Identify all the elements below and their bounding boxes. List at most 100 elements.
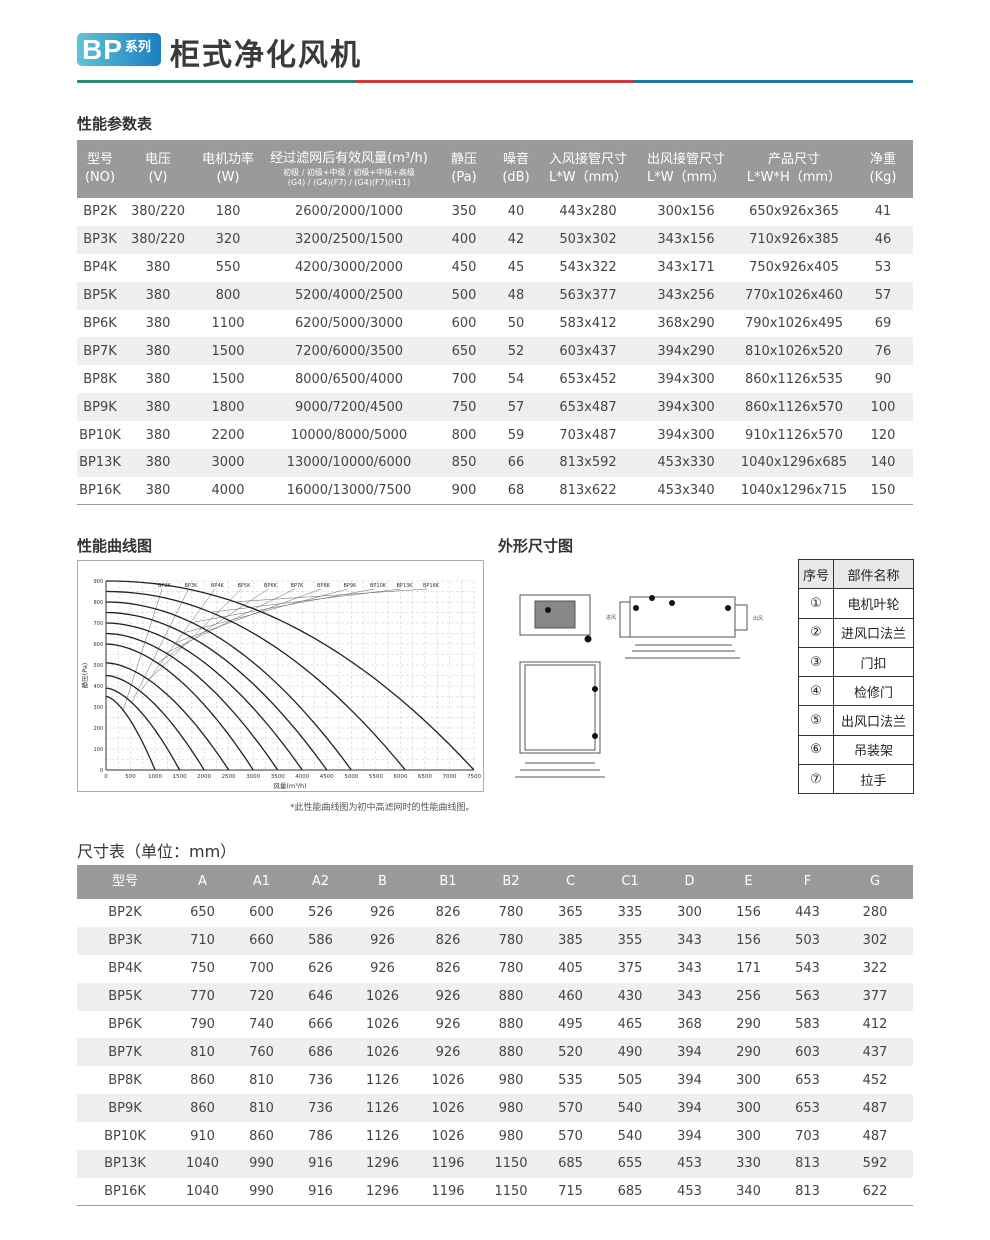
table-cell: 42 bbox=[493, 225, 539, 254]
table-cell: 653 bbox=[778, 1094, 837, 1123]
x-tick-label: 0 bbox=[104, 774, 108, 780]
table-cell: 322 bbox=[862, 961, 888, 977]
size-header: D bbox=[660, 865, 719, 899]
table-cell: 437 bbox=[837, 1038, 913, 1067]
table-cell: 540 bbox=[600, 1094, 660, 1123]
table-cell: 6200/5000/3000 bbox=[294, 316, 403, 331]
parts-row: ④ 检修门 bbox=[798, 676, 914, 707]
parts-header: 部件名称 bbox=[833, 558, 914, 590]
table-cell: 76 bbox=[853, 337, 913, 366]
table-cell: 926 bbox=[415, 982, 481, 1011]
table-cell: 1500 bbox=[211, 371, 245, 387]
table-cell: 980 bbox=[498, 1072, 524, 1088]
header-line: 初级 / 初级+中级 / 初级+中级+高级 bbox=[283, 168, 415, 177]
table-cell: 910x1126x570 bbox=[744, 427, 844, 443]
table-row: BP5K 380 800 5200/4000/2500 500 48 563x377 343x… bbox=[77, 281, 913, 310]
x-tick-label: 6500 bbox=[418, 774, 432, 780]
table-cell: BP7K bbox=[77, 1038, 173, 1067]
table-row: BP2K 650 600 526 926 826 780 365 335 300 156 443 280 bbox=[77, 899, 913, 927]
x-tick-label: 7500 bbox=[467, 774, 481, 780]
header-line: 型号 bbox=[86, 152, 113, 167]
inlet-label: 进风 bbox=[606, 614, 616, 621]
table-cell: BP6K bbox=[83, 316, 117, 331]
header-line: (NO) bbox=[84, 170, 116, 185]
table-cell: 750 bbox=[435, 393, 493, 422]
header-line: (W) bbox=[216, 170, 240, 185]
table-cell: BP9K bbox=[77, 393, 123, 422]
parts-cell: 电机叶轮 bbox=[833, 588, 914, 619]
table-cell: 655 bbox=[600, 1150, 660, 1178]
perf-header: 入风接管尺寸 L*W（mm） bbox=[539, 140, 637, 198]
table-cell: 770x1026x460 bbox=[735, 281, 853, 310]
table-cell: 156 bbox=[736, 905, 761, 921]
table-cell: 41 bbox=[874, 204, 892, 220]
table-cell: 53 bbox=[874, 260, 892, 276]
table-cell: BP3K bbox=[77, 926, 173, 955]
size-table-title: 尺寸表（单位：mm） bbox=[77, 842, 237, 861]
table-cell: 490 bbox=[600, 1038, 660, 1067]
parts-table: 序号 部件名称 ① 电机叶轮 ② 进风口法兰 ③ 门扣 ④ 检修门 ⑤ 出风口法兰 ⑥ 吊装架 ⑦ 拉手 bbox=[798, 558, 914, 795]
table-cell: 860x1126x570 bbox=[735, 393, 853, 422]
parts-cell: ① bbox=[798, 588, 834, 619]
table-cell: 54 bbox=[507, 371, 525, 387]
size-header: B2 bbox=[481, 865, 541, 899]
table-cell: 926 bbox=[435, 1017, 461, 1032]
table-cell: 487 bbox=[862, 1128, 888, 1144]
curve-label-leader bbox=[191, 588, 375, 623]
table-cell: 926 bbox=[370, 961, 395, 977]
table-cell: 1150 bbox=[481, 1150, 541, 1178]
table-cell: 526 bbox=[308, 905, 333, 921]
table-cell: 380 bbox=[123, 337, 193, 366]
table-cell: 535 bbox=[558, 1072, 583, 1088]
x-tick-label: 2000 bbox=[197, 774, 211, 780]
table-row: BP3K 710 660 586 926 826 780 385 355 343 156 503 302 bbox=[77, 926, 913, 955]
table-cell: 330 bbox=[719, 1150, 778, 1178]
table-row: BP4K 380 550 4200/3000/2000 450 45 543x322 343x… bbox=[77, 254, 913, 282]
parts-cell: ④ bbox=[798, 676, 834, 707]
table-cell: 350 bbox=[451, 204, 477, 220]
table-cell: 810x1026x520 bbox=[735, 337, 853, 366]
table-cell: 100 bbox=[853, 393, 913, 422]
table-cell: 3000 bbox=[193, 449, 263, 477]
table-cell: BP7K bbox=[77, 337, 123, 366]
table-cell: 653x487 bbox=[539, 393, 637, 422]
perf-header: 出风接管尺寸 L*W（mm） bbox=[637, 140, 735, 198]
curve-label: BP2K bbox=[158, 583, 172, 589]
curve-label-leader bbox=[157, 588, 269, 664]
table-cell: 453x330 bbox=[637, 449, 735, 477]
perf-header: 产品尺寸 L*W*H（mm） bbox=[735, 140, 853, 198]
table-cell: 171 bbox=[736, 961, 761, 977]
table-cell: 40 bbox=[507, 204, 525, 220]
header-line: (Pa) bbox=[451, 170, 477, 185]
table-cell: 810 bbox=[232, 1094, 291, 1123]
table-cell: 900 bbox=[435, 476, 493, 506]
perf-header: 净重 (Kg) bbox=[853, 140, 913, 198]
table-cell: 453 bbox=[660, 1150, 719, 1178]
perf-header: 型号 (NO) bbox=[77, 140, 123, 198]
badge-main: BP bbox=[82, 33, 123, 65]
parts-row: ② 进风口法兰 bbox=[798, 617, 914, 648]
table-cell: 583x412 bbox=[559, 316, 617, 331]
table-row: BP13K 380 3000 13000/10000/6000 850 66 813x592… bbox=[77, 449, 913, 477]
header-line: 入风接管尺寸 bbox=[548, 152, 627, 167]
table-cell: 650 bbox=[190, 905, 215, 921]
table-cell: 380 bbox=[123, 393, 193, 422]
table-cell: 800 bbox=[451, 427, 477, 443]
curve-label-leader bbox=[140, 588, 216, 692]
table-cell: BP2K bbox=[108, 905, 142, 921]
top-view bbox=[524, 664, 596, 751]
table-cell: 570 bbox=[541, 1094, 600, 1123]
table-cell: 980 bbox=[498, 1128, 524, 1144]
table-cell: 860 bbox=[173, 1094, 232, 1123]
table-cell: 850 bbox=[435, 449, 493, 477]
table-cell: 380 bbox=[145, 427, 171, 443]
table-cell: 335 bbox=[617, 905, 643, 921]
table-cell: 1026 bbox=[350, 982, 415, 1011]
table-cell: 343 bbox=[660, 982, 719, 1011]
table-cell: 736 bbox=[308, 1072, 333, 1088]
table-cell: 603 bbox=[778, 1038, 837, 1067]
table-cell: 256 bbox=[719, 982, 778, 1011]
table-cell: BP6K bbox=[108, 1017, 142, 1032]
parts-cell: ⑤ bbox=[798, 705, 834, 736]
divider-green bbox=[77, 80, 355, 83]
